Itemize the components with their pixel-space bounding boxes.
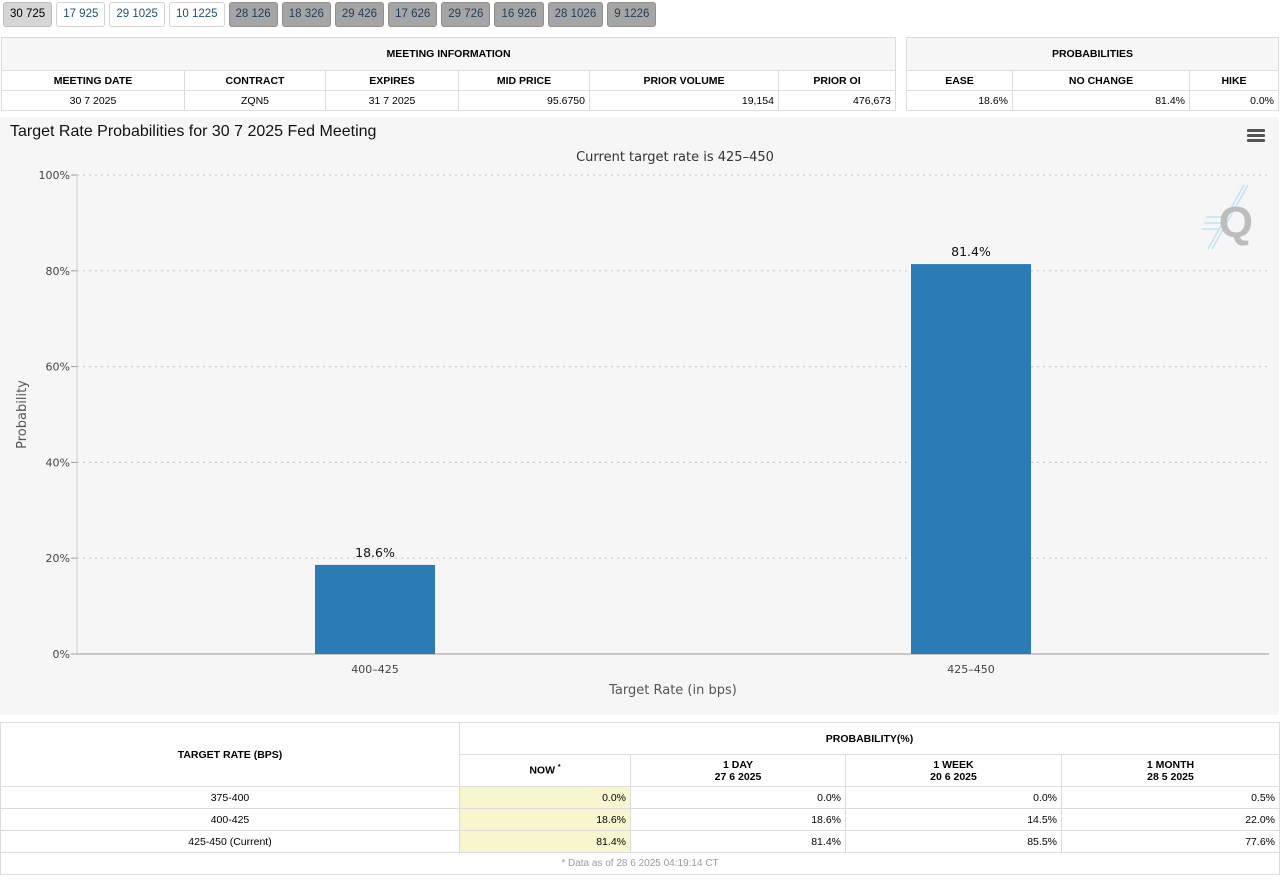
y-axis-title: Probability	[15, 380, 30, 449]
x-tick-label: 400–425	[351, 663, 399, 676]
meeting-information-table: MEETING INFORMATION MEETING DATE CONTRAC…	[0, 37, 897, 111]
header-expires: EXPIRES	[325, 70, 459, 91]
now-probability-cell: 18.6%	[459, 808, 631, 831]
historical-probability-cell: 81.4%	[630, 830, 846, 853]
prior-volume-value: 19,154	[589, 90, 779, 111]
meeting-tab[interactable]: 17 626	[388, 2, 438, 27]
period-label: 1 WEEK	[933, 758, 974, 771]
prior-oi-value: 476,673	[777, 90, 897, 111]
meeting-tab[interactable]: 28 1026	[547, 2, 604, 27]
period-date: 27 6 2025	[714, 770, 762, 783]
header-prior-volume: PRIOR VOLUME	[589, 70, 779, 91]
bar-data-label: 81.4%	[951, 244, 991, 259]
expires-value: 31 7 2025	[325, 90, 459, 111]
header-target-rate: TARGET RATE (BPS)	[0, 722, 460, 787]
data-as-of-footnote: * Data as of 28 6 2025 04:19:14 CT	[0, 852, 1280, 875]
mid-price-value: 95.6750	[458, 90, 590, 111]
probabilities-title: PROBABILITIES	[906, 37, 1279, 71]
bar	[315, 564, 435, 654]
probabilities-table: PROBABILITIES EASE NO CHANGE HIKE 18.6% …	[906, 37, 1279, 111]
historical-probability-cell: 0.5%	[1061, 786, 1280, 809]
y-tick-label: 80%	[46, 265, 70, 278]
meeting-tabs: 30 725 17 925 29 1025 10 1225 28 126 18 326 29…	[3, 2, 657, 27]
header-1-month: 1 MONTH 28 5 2025	[1061, 754, 1280, 787]
meeting-tab[interactable]: 9 1226	[607, 2, 657, 27]
hamburger-menu-icon[interactable]	[1247, 129, 1265, 143]
hike-value: 0.0%	[1189, 90, 1279, 111]
header-prior-oi: PRIOR OI	[777, 70, 897, 91]
target-rate-cell: 425-450 (Current)	[0, 830, 460, 853]
historical-probability-cell: 18.6%	[630, 808, 846, 831]
quikstrike-q-logo-icon: Q	[1202, 184, 1253, 250]
contract-value: ZQN5	[184, 90, 326, 111]
meeting-tab[interactable]: 30 725	[3, 2, 53, 27]
now-label: NOW	[529, 764, 555, 777]
y-tick-label: 60%	[46, 361, 70, 374]
historical-probability-cell: 22.0%	[1061, 808, 1280, 831]
header-now: NOW *	[459, 754, 631, 787]
bar-data-label: 18.6%	[355, 545, 395, 560]
header-contract: CONTRACT	[184, 70, 326, 91]
header-probability-group: PROBABILITY(%)	[459, 722, 1280, 755]
chart-subtitle: Current target rate is 425–450	[576, 150, 774, 165]
meeting-tab[interactable]: 29 426	[334, 2, 385, 27]
bar	[911, 264, 1031, 654]
chart-panel: Current target rate is 425–450 0% 20% 40% 60…	[0, 117, 1279, 715]
probability-bar-chart: Current target rate is 425–450 0% 20% 40% 60…	[15, 150, 1269, 698]
historical-probability-cell: 14.5%	[845, 808, 1062, 831]
meeting-tab[interactable]: 28 126	[228, 2, 278, 27]
meeting-tab[interactable]: 16 926	[494, 2, 544, 27]
header-1-week: 1 WEEK 20 6 2025	[845, 754, 1062, 787]
header-no-change: NO CHANGE	[1012, 70, 1190, 91]
header-meeting-date: MEETING DATE	[1, 70, 185, 91]
now-probability-cell: 0.0%	[459, 786, 631, 809]
target-rate-probabilities-table: TARGET RATE (BPS) PROBABILITY(%) NOW * 1…	[0, 722, 1280, 875]
table-row: 400-425 18.6% 18.6% 14.5% 22.0%	[0, 808, 1280, 831]
meeting-tab[interactable]: 17 925	[56, 2, 106, 27]
no-change-value: 81.4%	[1012, 90, 1190, 111]
meeting-tab[interactable]: 10 1225	[168, 2, 225, 27]
period-date: 20 6 2025	[930, 770, 977, 783]
y-tick-label: 40%	[46, 456, 70, 469]
meeting-date-value: 30 7 2025	[1, 90, 185, 111]
y-tick-label: 100%	[39, 169, 70, 182]
y-tick-label: 20%	[46, 552, 70, 565]
svg-text:Q: Q	[1219, 198, 1253, 247]
ease-value: 18.6%	[906, 90, 1013, 111]
historical-probability-cell: 77.6%	[1061, 830, 1280, 853]
chart-title: Target Rate Probabilities for 30 7 2025 …	[10, 123, 377, 140]
target-rate-cell: 400-425	[0, 808, 460, 831]
header-mid-price: MID PRICE	[458, 70, 590, 91]
period-label: 1 DAY	[723, 758, 753, 771]
header-1-day: 1 DAY 27 6 2025	[630, 754, 846, 787]
meeting-tab[interactable]: 29 726	[441, 2, 491, 27]
now-probability-cell: 81.4%	[459, 830, 631, 853]
meeting-tab[interactable]: 29 1025	[109, 2, 165, 27]
meeting-information-title: MEETING INFORMATION	[0, 37, 897, 71]
historical-probability-cell: 0.0%	[845, 786, 1062, 809]
header-hike: HIKE	[1189, 70, 1279, 91]
y-tick-label: 0%	[53, 648, 70, 661]
x-axis-title: Target Rate (in bps)	[608, 683, 737, 698]
header-ease: EASE	[906, 70, 1013, 91]
x-tick-label: 425–450	[947, 663, 995, 676]
meeting-tab[interactable]: 18 326	[281, 2, 331, 27]
period-date: 28 5 2025	[1147, 770, 1194, 783]
probability-rows: 375-400 0.0% 0.0% 0.0% 0.5% 400-425 18.6% 18.6%…	[0, 786, 1280, 853]
historical-probability-cell: 85.5%	[845, 830, 1062, 853]
table-row: 375-400 0.0% 0.0% 0.0% 0.5%	[0, 786, 1280, 809]
historical-probability-cell: 0.0%	[630, 786, 846, 809]
target-rate-cell: 375-400	[0, 786, 460, 809]
period-label: 1 MONTH	[1146, 758, 1195, 771]
now-footnote-mark: *	[557, 764, 561, 772]
table-row: 425-450 (Current) 81.4% 81.4% 85.5% 77.6%	[0, 830, 1280, 853]
